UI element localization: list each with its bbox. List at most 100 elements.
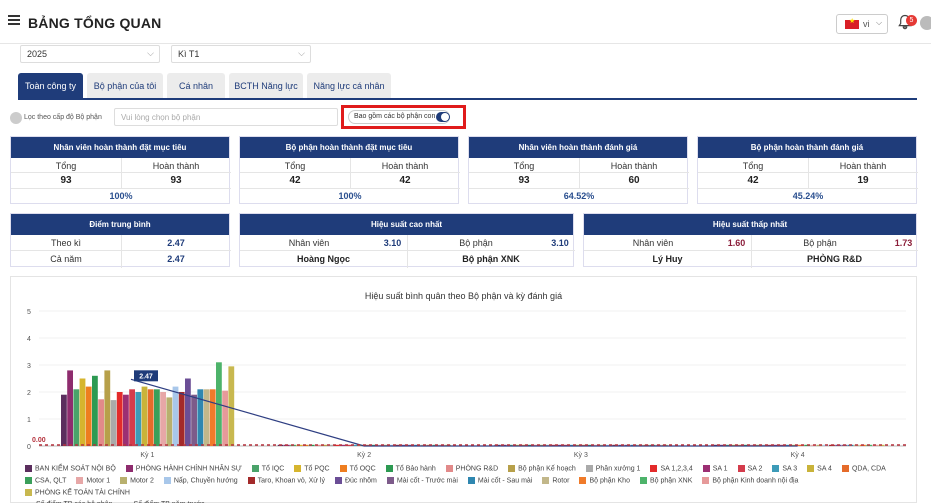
legend-item[interactable]: SA 1,2,3,4: [650, 465, 693, 473]
legend-label: Số điểm TB các bộ phận: [36, 501, 113, 503]
legend-label: Mài cốt - Trước mài: [396, 477, 458, 485]
employee-value: 1.60: [727, 238, 746, 248]
legend-item[interactable]: Motor 2: [120, 477, 154, 484]
legend-swatch: [25, 489, 32, 496]
legend-item[interactable]: Rotor: [542, 477, 569, 484]
legend-item[interactable]: BAN KIỂM SOÁT NỘI BỘ: [25, 465, 116, 472]
employee-value: 3.10: [383, 238, 402, 248]
divider: [121, 235, 122, 268]
tab-competency-report[interactable]: BCTH Năng lực: [229, 73, 303, 99]
chevron-down-icon: ⌵: [147, 48, 154, 58]
menu-icon[interactable]: [8, 15, 20, 27]
legend-swatch: [120, 477, 128, 484]
include-sub-toggle[interactable]: Bao gồm các bộ phận con: [348, 110, 450, 124]
legend-label: Motor 1: [86, 477, 111, 485]
legend-item[interactable]: CSA, QLT: [25, 477, 66, 484]
legend-item[interactable]: SA 3: [772, 465, 797, 472]
legend-item[interactable]: SA 1: [702, 465, 728, 472]
department-label: Bộ phận: [803, 238, 837, 248]
legend-item[interactable]: SA 4: [807, 465, 832, 472]
legend-swatch: [294, 465, 302, 472]
legend-swatch: [807, 465, 815, 472]
legend-item[interactable]: Bộ phận XNK: [639, 477, 693, 485]
legend-item[interactable]: Số điểm TB các bộ phận: [25, 501, 113, 503]
department-label: Bộ phận: [459, 238, 493, 248]
legend-item[interactable]: Motor 1: [76, 477, 110, 484]
legend-label: CSA, QLT: [35, 477, 67, 485]
legend-item[interactable]: PHÒNG HÀNH CHÍNH NHÂN SỰ: [125, 465, 242, 473]
legend-item[interactable]: PHÒNG R&D: [445, 465, 498, 472]
employee-label: Nhân viên: [288, 238, 330, 248]
tab-personal-competency[interactable]: Năng lực cá nhân: [307, 73, 391, 99]
legend-item[interactable]: Tổ Bảo hành: [385, 465, 436, 472]
legend-label: Mài cốt - Sau mài: [477, 477, 533, 485]
include-sub-switch[interactable]: [436, 112, 450, 122]
legend-item[interactable]: Bộ phận Kinh doanh nội địa: [702, 477, 798, 484]
top-performance-title: Hiệu suất cao nhất: [240, 214, 573, 235]
x-tick-label: Kỳ 2: [357, 452, 371, 459]
bar: [129, 389, 135, 446]
legend-swatch: [163, 477, 171, 484]
total-value: 42: [289, 175, 301, 186]
legend-item[interactable]: SA 2: [737, 465, 762, 472]
legend-label: Motor 2: [130, 477, 154, 485]
avatar[interactable]: [920, 16, 931, 30]
legend-item[interactable]: Nấp, Chuyền hướng: [163, 477, 238, 484]
filter-level-toggle[interactable]: [10, 112, 22, 124]
legend-item[interactable]: Taro, Khoan vỏ, Xử lý: [247, 477, 325, 484]
legend-item[interactable]: Bộ phận Kho: [579, 477, 630, 484]
year-select[interactable]: 2025 ⌵: [20, 45, 160, 63]
bar: [339, 444, 346, 446]
legend-item[interactable]: Tổ OQC: [339, 465, 376, 472]
legend-swatch: [445, 465, 453, 472]
total-label: Tổng: [742, 161, 764, 171]
done-label: Hoàn thành: [839, 161, 887, 171]
divider: [407, 235, 408, 268]
language-selector[interactable]: vi ⌵: [836, 14, 888, 34]
x-tick-label: Kỳ 1: [140, 452, 154, 459]
divider: [350, 158, 351, 188]
legend-swatch: [334, 477, 342, 484]
divider: [579, 158, 580, 188]
avg-score-title: Điểm trung bình: [11, 214, 229, 235]
bar: [352, 444, 358, 446]
stat-card-title: Nhân viên hoàn thành đánh giá: [469, 137, 687, 158]
done-value: 19: [857, 175, 869, 186]
legend-label: SA 1,2,3,4: [660, 465, 693, 473]
department-name: Bộ phận XNK: [462, 254, 520, 264]
legend-item[interactable]: Tổ IQC: [251, 465, 284, 472]
by-period-label: Theo kì: [50, 238, 81, 248]
legend-label: Số điểm TB năm trước: [134, 501, 205, 503]
tab-my-department[interactable]: Bộ phận của tôi: [87, 73, 163, 99]
legend-label: Bộ phận XNK: [649, 477, 693, 485]
legend-label: BAN KIỂM SOÁT NỘI BỘ: [35, 465, 116, 473]
legend-item[interactable]: PHÒNG KẾ TOÁN TÀI CHÍNH: [25, 489, 130, 496]
y-tick-label: 3: [27, 363, 31, 370]
chart-canvas: 0 1 2 3 4 5 Kỳ 1 Kỳ 2 Kỳ 3 Kỳ 4 2.47 0.00: [27, 309, 906, 459]
legend-label: Rotor: [552, 477, 570, 485]
department-select[interactable]: Vui lòng chọn bộ phận: [114, 108, 338, 126]
legend-item[interactable]: Phân xưởng 1: [585, 465, 641, 473]
tab-personal[interactable]: Cá nhân: [167, 73, 225, 99]
done-value: 93: [170, 175, 182, 186]
tab-underline: [18, 98, 917, 100]
legend-label: PHÒNG HÀNH CHÍNH NHÂN SỰ: [135, 465, 242, 473]
period-select[interactable]: Kì T1 ⌵: [171, 45, 311, 63]
bar: [327, 444, 334, 446]
legend-label: Phân xưởng 1: [595, 465, 641, 473]
legend-item[interactable]: QDA, CDA: [841, 465, 886, 472]
legend-item[interactable]: Đúc nhôm: [334, 477, 377, 485]
tab-company[interactable]: Toàn công ty: [18, 73, 83, 99]
y-tick-label: 2: [27, 390, 31, 397]
done-value: 60: [628, 175, 640, 186]
legend-item[interactable]: Mài cốt - Sau mài: [467, 477, 533, 485]
legend-item[interactable]: Số điểm TB năm trước: [123, 501, 205, 503]
legend-item[interactable]: Bộ phận Kế hoạch: [508, 465, 576, 472]
vietnam-flag-icon: [845, 17, 859, 29]
legend-item[interactable]: Mài cốt - Trước mài: [386, 477, 458, 485]
legend-item[interactable]: Tổ PQC: [294, 465, 330, 472]
divider: [698, 188, 918, 189]
bar: [67, 370, 73, 446]
divider: [121, 158, 122, 188]
legend-label: Đúc nhôm: [344, 477, 377, 485]
